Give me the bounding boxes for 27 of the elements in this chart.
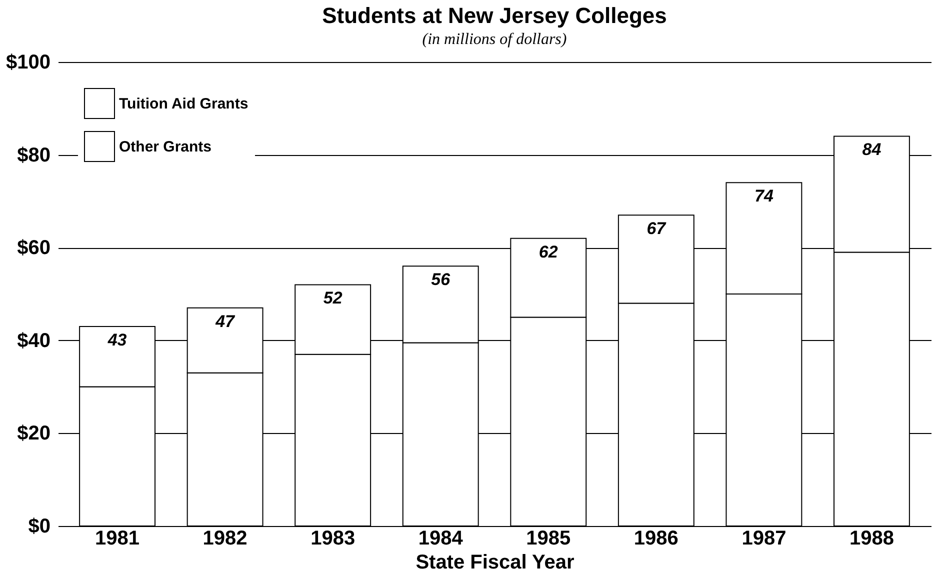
- x-axis-title: State Fiscal Year: [416, 552, 575, 574]
- y-tick-label: $0: [28, 516, 50, 538]
- x-tick-label: 1982: [202, 528, 248, 550]
- chart-title: Students at New Jersey Colleges: [322, 3, 667, 28]
- total-label: 67: [646, 219, 668, 238]
- total-label: 74: [754, 186, 774, 206]
- total-label: 47: [214, 312, 236, 331]
- x-tick-label: 1986: [634, 528, 678, 550]
- x-tick-label: 1981: [95, 528, 140, 550]
- y-tick-label: $100: [6, 52, 50, 74]
- total-label: 56: [431, 270, 451, 290]
- legend-label: Tuition Aid Grants: [119, 96, 248, 112]
- legend-label: Other Grants: [119, 138, 212, 156]
- x-tick-label: 1987: [742, 528, 786, 550]
- total-label: 43: [106, 330, 128, 350]
- x-tick-label: 1984: [418, 528, 464, 550]
- total-label: 62: [538, 242, 558, 262]
- chart-subtitle: (in millions of dollars): [422, 31, 567, 48]
- x-tick-label: 1985: [526, 528, 571, 550]
- y-tick-label: $60: [17, 237, 50, 260]
- x-tick-label: 1983: [310, 528, 356, 550]
- x-tick-label: 1988: [849, 528, 894, 550]
- y-tick-label: $40: [17, 330, 50, 352]
- total-label: 84: [862, 140, 882, 160]
- total-label: 52: [323, 288, 343, 308]
- y-tick-label: $80: [17, 144, 50, 166]
- y-tick-label: $20: [17, 422, 50, 445]
